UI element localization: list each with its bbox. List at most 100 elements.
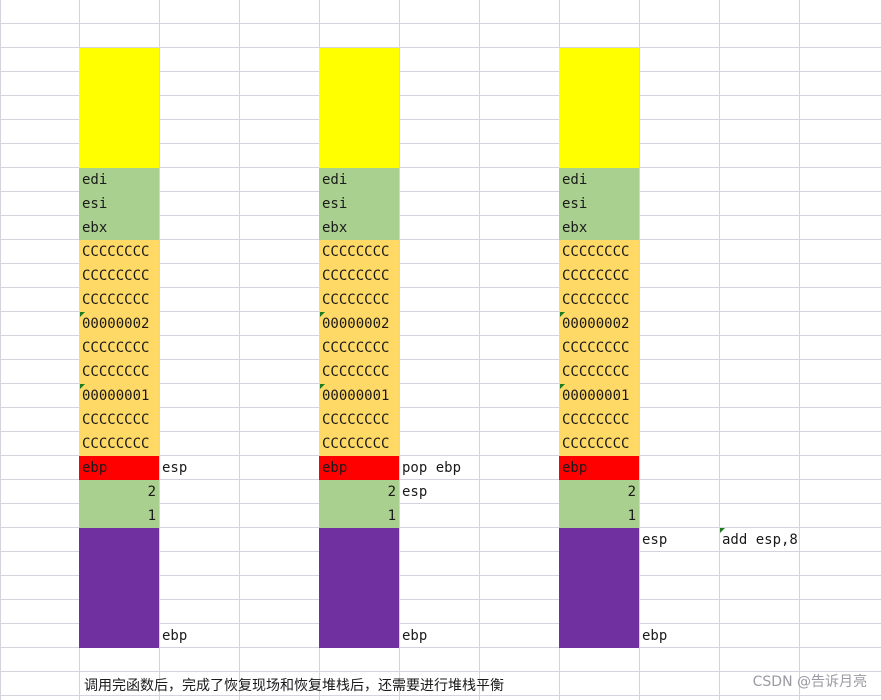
grid-row-line [0,287,881,288]
grid-row-line [0,695,881,696]
grid-col-line [239,0,240,700]
stack-cell[interactable]: CCCCCCCC [559,408,639,432]
grid-col-line [0,0,1,700]
stack-cell[interactable]: edi [79,168,159,192]
grid-col-line [719,0,720,700]
argument-cell[interactable]: 1 [79,504,159,528]
stack-top-block[interactable] [319,48,399,168]
caller-frame-block[interactable] [559,528,639,648]
number-as-text-indicator-icon [320,312,325,317]
grid-row-line [0,239,881,240]
caller-frame-block[interactable] [319,528,399,648]
esp-marker[interactable]: esp [402,484,428,500]
add-esp-instruction[interactable]: add esp,8 [722,532,798,548]
stack-cell[interactable]: 00000001 [79,384,159,408]
stack-top-block[interactable] [559,48,639,168]
stack-cell[interactable]: CCCCCCCC [559,264,639,288]
argument-cell[interactable]: 1 [559,504,639,528]
esp-marker[interactable]: esp [162,460,188,476]
stack-cell[interactable]: CCCCCCCC [319,264,399,288]
stack-cell[interactable]: 00000002 [559,312,639,336]
ebp-marker[interactable]: ebp [402,628,428,644]
stack-cell[interactable]: edi [319,168,399,192]
grid-row-line [0,143,881,144]
grid-row-line [0,383,881,384]
stack-cell[interactable]: 00000002 [319,312,399,336]
grid-row-line [0,311,881,312]
grid-row-line [0,479,881,480]
grid-row-line [0,527,881,528]
grid-row-line [0,599,881,600]
stack-cell[interactable]: CCCCCCCC [79,288,159,312]
stack-cell[interactable]: 00000001 [319,384,399,408]
stack-cell[interactable]: CCCCCCCC [319,336,399,360]
grid-row-line [0,23,881,24]
grid-col-line [479,0,480,700]
watermark: CSDN @告诉月亮 [752,674,867,690]
stack-cell[interactable]: edi [559,168,639,192]
grid-row-line [0,359,881,360]
ebp-marker[interactable]: ebp [162,628,188,644]
esp-marker[interactable]: esp [642,532,668,548]
stack-cell[interactable]: CCCCCCCC [79,408,159,432]
argument-cell[interactable]: 2 [319,480,399,504]
stack-cell[interactable]: 00000002 [79,312,159,336]
stack-cell[interactable]: ebp [319,456,399,480]
caller-frame-block[interactable] [79,528,159,648]
stack-cell[interactable]: esi [319,192,399,216]
grid-row-line [0,71,881,72]
grid-row-line [0,407,881,408]
grid-row-line [0,119,881,120]
grid-col-line [399,0,400,700]
grid-row-line [0,647,881,648]
stack-cell[interactable]: CCCCCCCC [319,288,399,312]
stack-cell[interactable]: CCCCCCCC [79,432,159,456]
argument-cell[interactable]: 1 [319,504,399,528]
argument-cell[interactable]: 2 [79,480,159,504]
stack-cell[interactable]: CCCCCCCC [559,432,639,456]
grid-row-line [0,671,881,672]
grid-row-line [0,431,881,432]
stack-cell[interactable]: CCCCCCCC [319,432,399,456]
grid-row-line [0,191,881,192]
stack-cell[interactable]: CCCCCCCC [319,408,399,432]
grid-row-line [0,455,881,456]
stack-cell[interactable]: CCCCCCCC [79,264,159,288]
stack-cell[interactable]: CCCCCCCC [79,360,159,384]
grid-row-line [0,503,881,504]
number-as-text-indicator-icon [320,384,325,389]
argument-cell[interactable]: 2 [559,480,639,504]
number-as-text-indicator-icon [80,312,85,317]
stack-cell[interactable]: ebp [79,456,159,480]
ebp-marker[interactable]: ebp [642,628,668,644]
number-as-text-indicator-icon [560,312,565,317]
stack-cell[interactable]: esi [559,192,639,216]
stack-cell[interactable]: esi [79,192,159,216]
grid-row-line [0,335,881,336]
stack-cell[interactable]: 00000001 [559,384,639,408]
grid-row-line [0,215,881,216]
grid-row-line [0,551,881,552]
stack-top-block[interactable] [79,48,159,168]
stack-cell[interactable]: CCCCCCCC [319,360,399,384]
stack-cell[interactable]: ebx [319,216,399,240]
stack-cell[interactable]: CCCCCCCC [559,240,639,264]
grid-col-line [639,0,640,700]
grid-row-line [0,95,881,96]
grid-row-line [0,47,881,48]
grid-row-line [0,623,881,624]
stack-cell[interactable]: CCCCCCCC [79,240,159,264]
grid-row-line [0,263,881,264]
stack-cell[interactable]: ebx [79,216,159,240]
stack-cell[interactable]: CCCCCCCC [79,336,159,360]
explanation-note: 调用完函数后，完成了恢复现场和恢复堆栈后，还需要进行堆栈平衡 [84,678,504,694]
grid-row-line [0,575,881,576]
stack-cell[interactable]: CCCCCCCC [559,288,639,312]
stack-cell[interactable]: CCCCCCCC [559,336,639,360]
pop-ebp-instruction[interactable]: pop ebp [402,460,462,476]
stack-cell[interactable]: CCCCCCCC [559,360,639,384]
stack-cell[interactable]: ebp [559,456,639,480]
stack-cell[interactable]: ebx [559,216,639,240]
stack-cell[interactable]: CCCCCCCC [319,240,399,264]
